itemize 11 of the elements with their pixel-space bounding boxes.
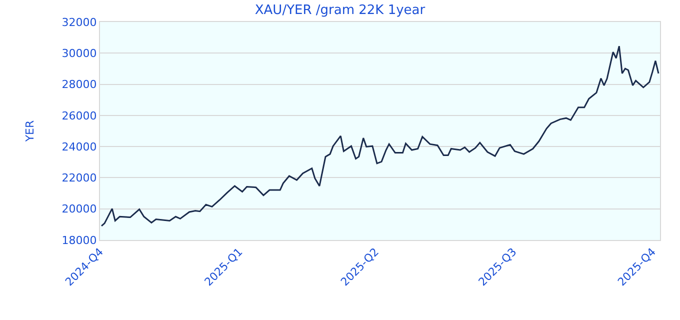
y-tick-label: 20000 bbox=[62, 202, 97, 216]
line-series bbox=[100, 45, 660, 227]
y-tick-label: 32000 bbox=[62, 16, 97, 29]
y-tick-label: 24000 bbox=[62, 140, 97, 154]
chart-title: XAU/YER /gram 22K 1year bbox=[254, 2, 426, 18]
y-tick-label: 28000 bbox=[62, 78, 97, 92]
y-tick-label: 30000 bbox=[62, 46, 97, 60]
y-tick-label: 26000 bbox=[62, 109, 97, 122]
y-axis-title: YER bbox=[23, 120, 36, 143]
y-tick-label: 18000 bbox=[62, 234, 97, 247]
y-tick-label: 22000 bbox=[62, 172, 97, 185]
